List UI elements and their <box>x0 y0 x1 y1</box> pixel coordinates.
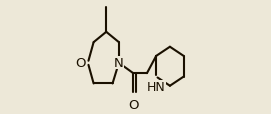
Text: N: N <box>114 57 124 70</box>
Text: O: O <box>75 57 85 70</box>
Text: HN: HN <box>147 80 166 93</box>
Text: O: O <box>128 98 138 111</box>
